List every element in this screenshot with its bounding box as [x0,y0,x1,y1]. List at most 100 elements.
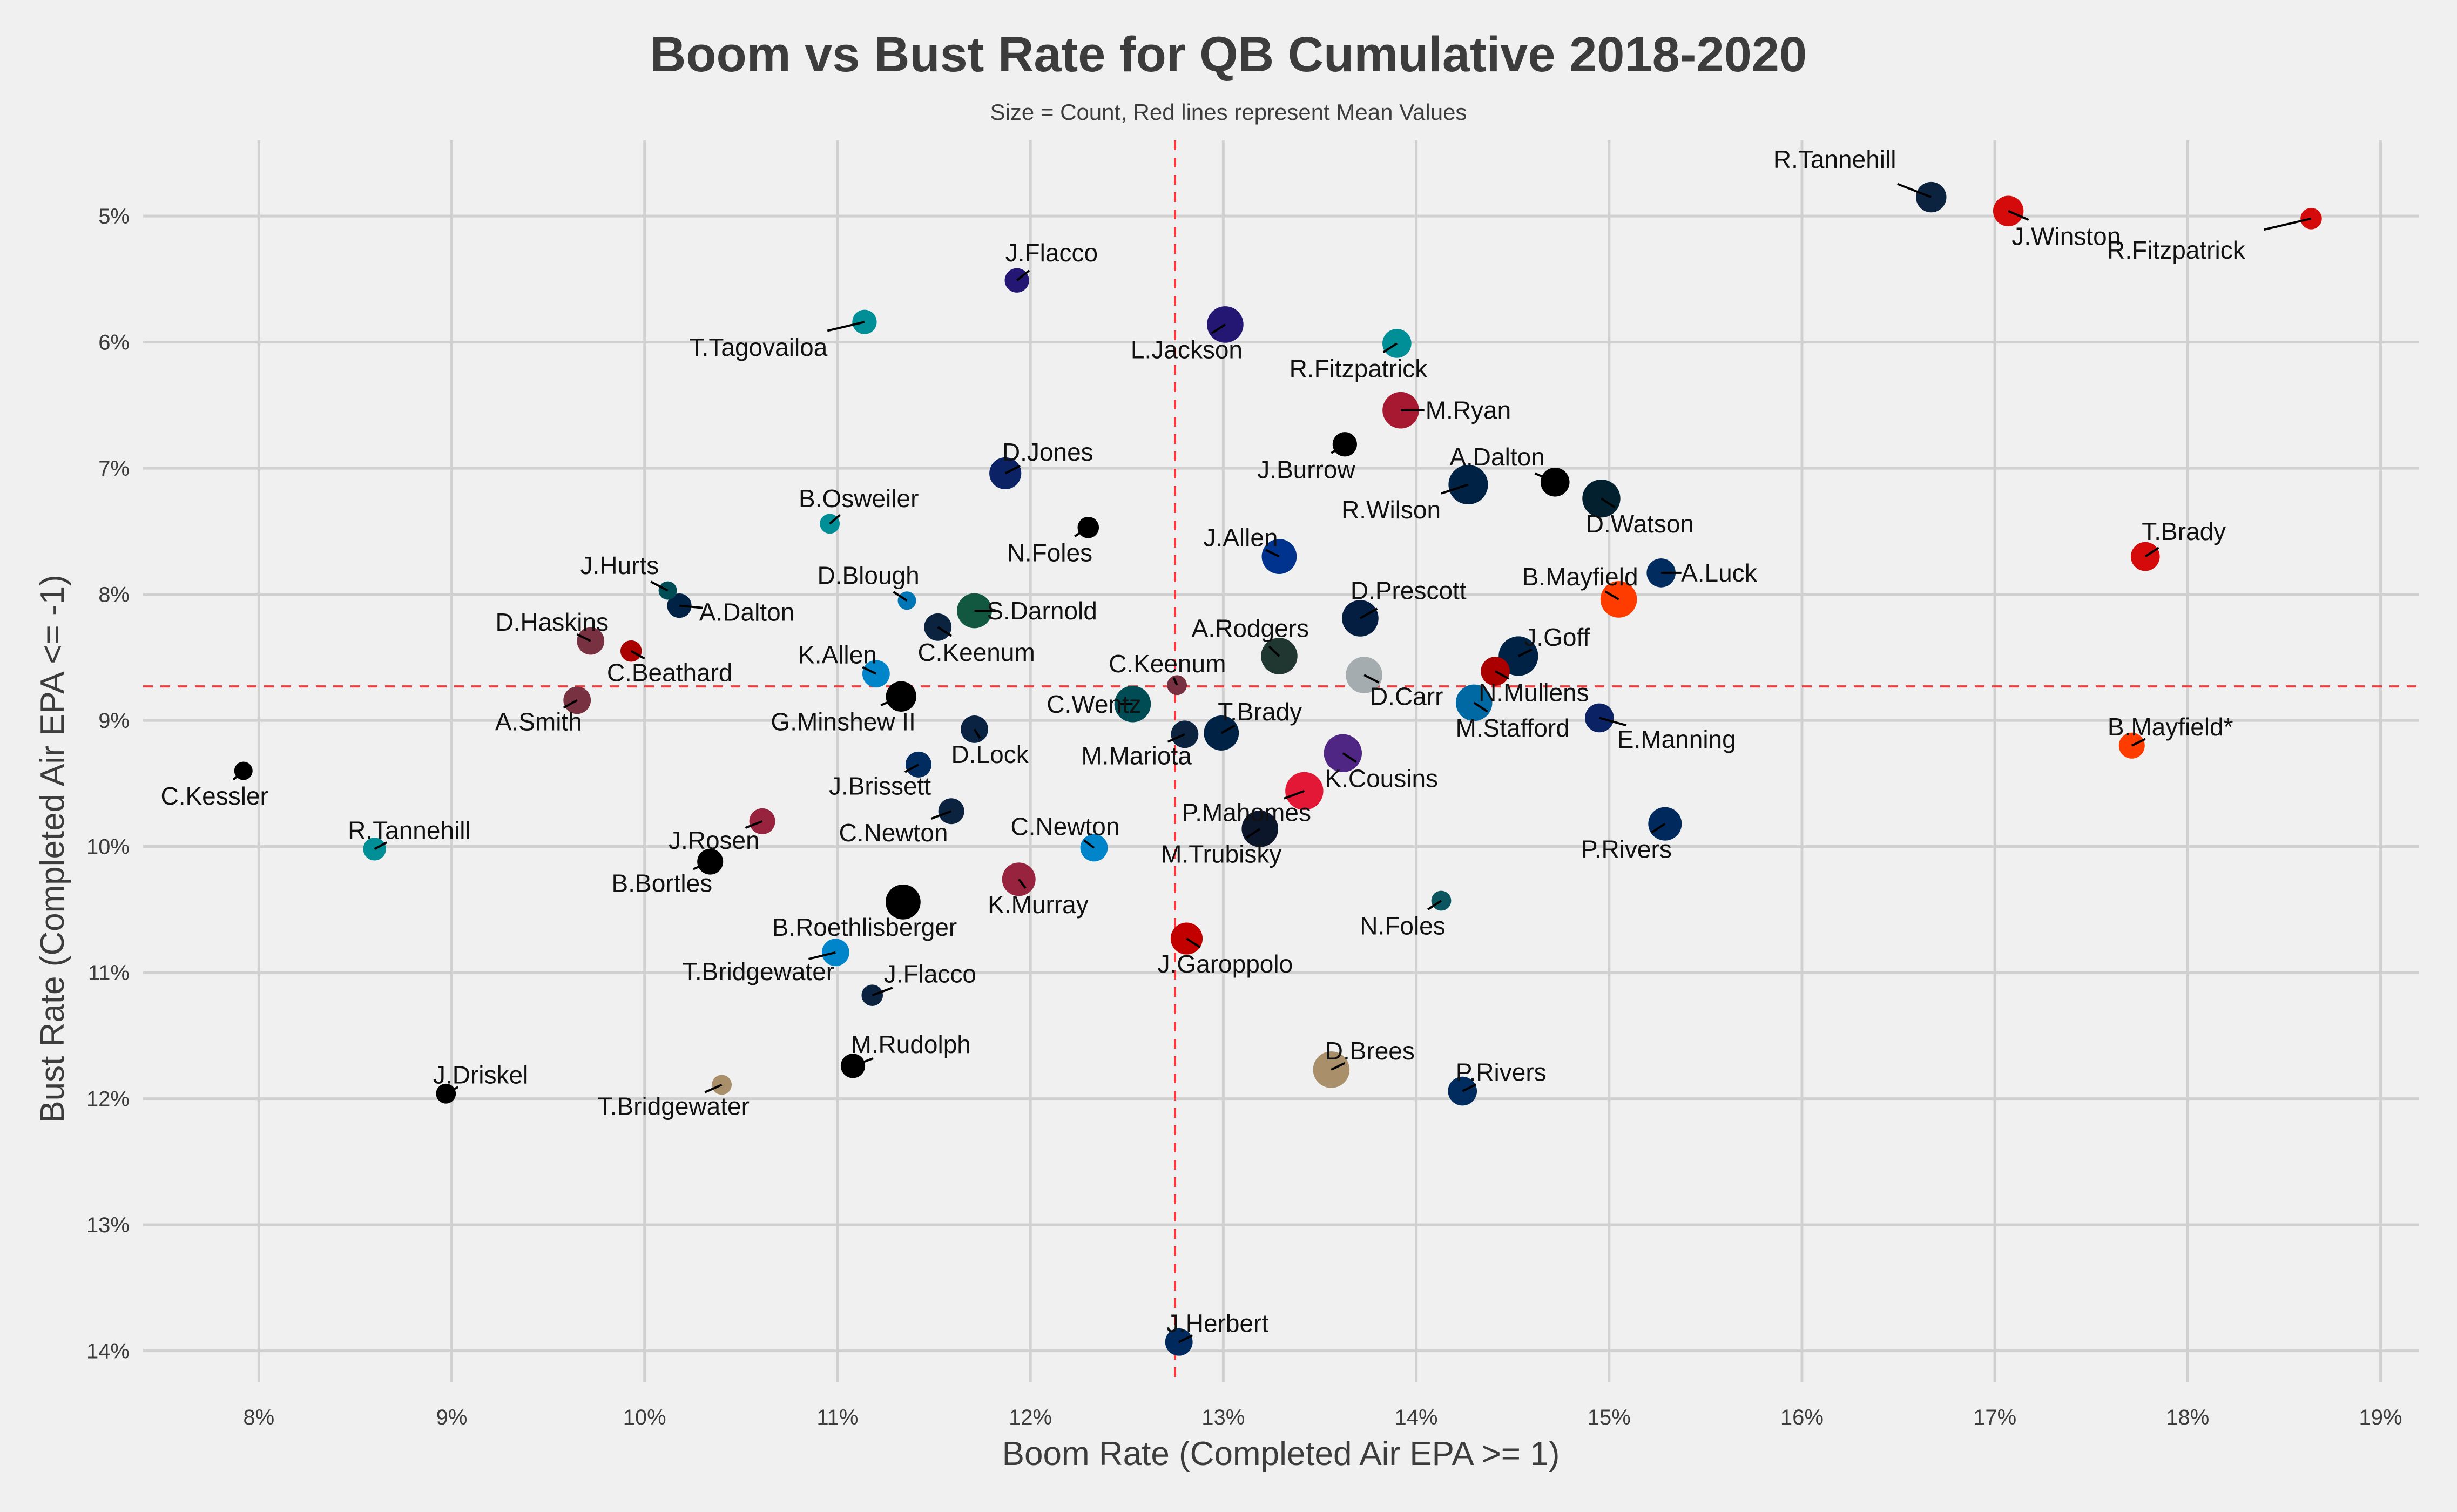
label-leader [937,626,952,637]
data-point [1170,922,1203,955]
label-leader [1473,701,1488,713]
points-layer [234,181,2322,1356]
label-leader [2263,217,2312,231]
label-leader [808,951,836,960]
point-label: J.Winston [2012,222,2121,250]
label-leader [650,580,669,592]
point-label: G.Minshew II [771,707,915,735]
point-label: D.Blough [817,562,919,590]
point-label: E.Manning [1617,725,1736,753]
label-leader [704,1084,723,1094]
x-tick-label: 12% [1009,1406,1052,1429]
x-tick-label: 18% [2166,1406,2209,1429]
label-leader [1604,590,1619,600]
label-leader [1018,879,1027,889]
label-leader [1186,937,1201,949]
point-label: R.Tannehill [1773,145,1896,173]
point-label: D.Prescott [1351,577,1467,605]
data-point [1171,720,1199,748]
point-label: N.Foles [1007,539,1092,567]
mean-lines [143,140,2419,1382]
label-leader [973,728,981,739]
y-tick-label: 5% [98,205,130,228]
label-leader [1651,822,1666,834]
label-leader [745,820,763,829]
tick-labels: 8% 9% 10% 11% 12% 13% 14% 15% 16% 17% 18% 19% 5% 6% 7%… [86,205,2402,1429]
point-label: C.Wentz [1047,690,1142,718]
point-label: T.Bridgewater [598,1092,750,1120]
label-leader [1284,789,1305,800]
point-label: J.Goff [1524,623,1590,651]
x-tick-label: 11% [816,1406,858,1429]
point-label: J.Driskel [433,1061,528,1089]
label-leader [1462,1083,1477,1092]
point-label: P.Mahomes [1182,799,1311,827]
point-label: C.Keenum [1109,650,1226,678]
label-leader [1004,464,1021,475]
label-leader [1427,900,1442,911]
point-label: J.Garoppolo [1158,950,1293,978]
point-label: N.Foles [1360,912,1445,940]
point-label: C.Newton [839,819,948,847]
label-leader [1517,648,1533,657]
label-leader [1599,717,1627,727]
point-label: A.Smith [495,707,582,735]
label-leader [2144,546,2159,558]
data-point [1431,890,1452,911]
point-label: A.Dalton [699,598,794,626]
label-leader [930,810,952,820]
point-label: D.Haskins [495,608,609,636]
label-leader [1359,608,1378,619]
label-leader [1331,443,1346,454]
label-leader [693,860,711,870]
point-label: P.Rivers [1581,835,1672,863]
point-label: C.Kessler [160,782,268,810]
point-label: N.Mullens [1479,679,1589,707]
label-leader [852,1057,874,1067]
label-leader [1331,1062,1346,1071]
grid-layer [143,140,2419,1382]
y-axis-label: Bust Rate (Completed Air EPA <= -1) [34,575,71,1123]
label-leader [880,695,902,706]
point-label: S.Darnold [987,597,1097,625]
y-tick-label: 13% [86,1213,130,1237]
chart-title: Boom vs Bust Rate for QB Cumulative 2018… [650,27,1807,82]
label-leader [893,591,908,602]
data-point [1167,675,1187,696]
point-label: R.Tannehill [348,816,471,844]
point-label: B.Mayfield* [2108,713,2233,741]
label-leader [2008,210,2029,221]
point-label: B.Bortles [612,869,713,897]
label-leader [1342,752,1357,763]
label-leader [1268,645,1280,657]
point-label: T.Brady [1218,698,1302,726]
y-tick-label: 7% [98,457,130,481]
point-label: R.Fitzpatrick [1290,355,1428,383]
label-leader [1211,323,1226,334]
label-leader [1897,183,1932,198]
point-label: K.Cousins [1325,765,1438,793]
x-tick-label: 13% [1202,1406,1245,1429]
point-label: J.Brissett [829,772,931,800]
x-tick-label: 17% [1973,1406,2016,1429]
point-labels: R.TannehillJ.WinstonR.FitzpatrickJ.Flacc… [160,145,2312,1344]
point-label: M.Trubisky [1161,840,1281,868]
point-label: T.Bridgewater [683,957,834,986]
label-leader [829,514,841,525]
point-label: P.Rivers [1456,1058,1547,1086]
y-tick-label: 12% [86,1088,130,1111]
x-tick-label: 8% [243,1406,274,1429]
label-leader [1382,342,1398,353]
label-leader [862,666,877,675]
x-tick-label: 10% [623,1406,666,1429]
x-tick-label: 14% [1395,1406,1438,1429]
y-tick-label: 6% [98,331,130,355]
point-label: M.Rudolph [850,1030,970,1058]
point-label: D.Watson [1586,510,1694,538]
data-point [1455,684,1493,721]
label-leader [2131,738,2146,747]
point-label: T.Brady [2142,517,2226,545]
point-label: J.Hurts [580,551,659,579]
x-tick-label: 9% [436,1406,468,1429]
